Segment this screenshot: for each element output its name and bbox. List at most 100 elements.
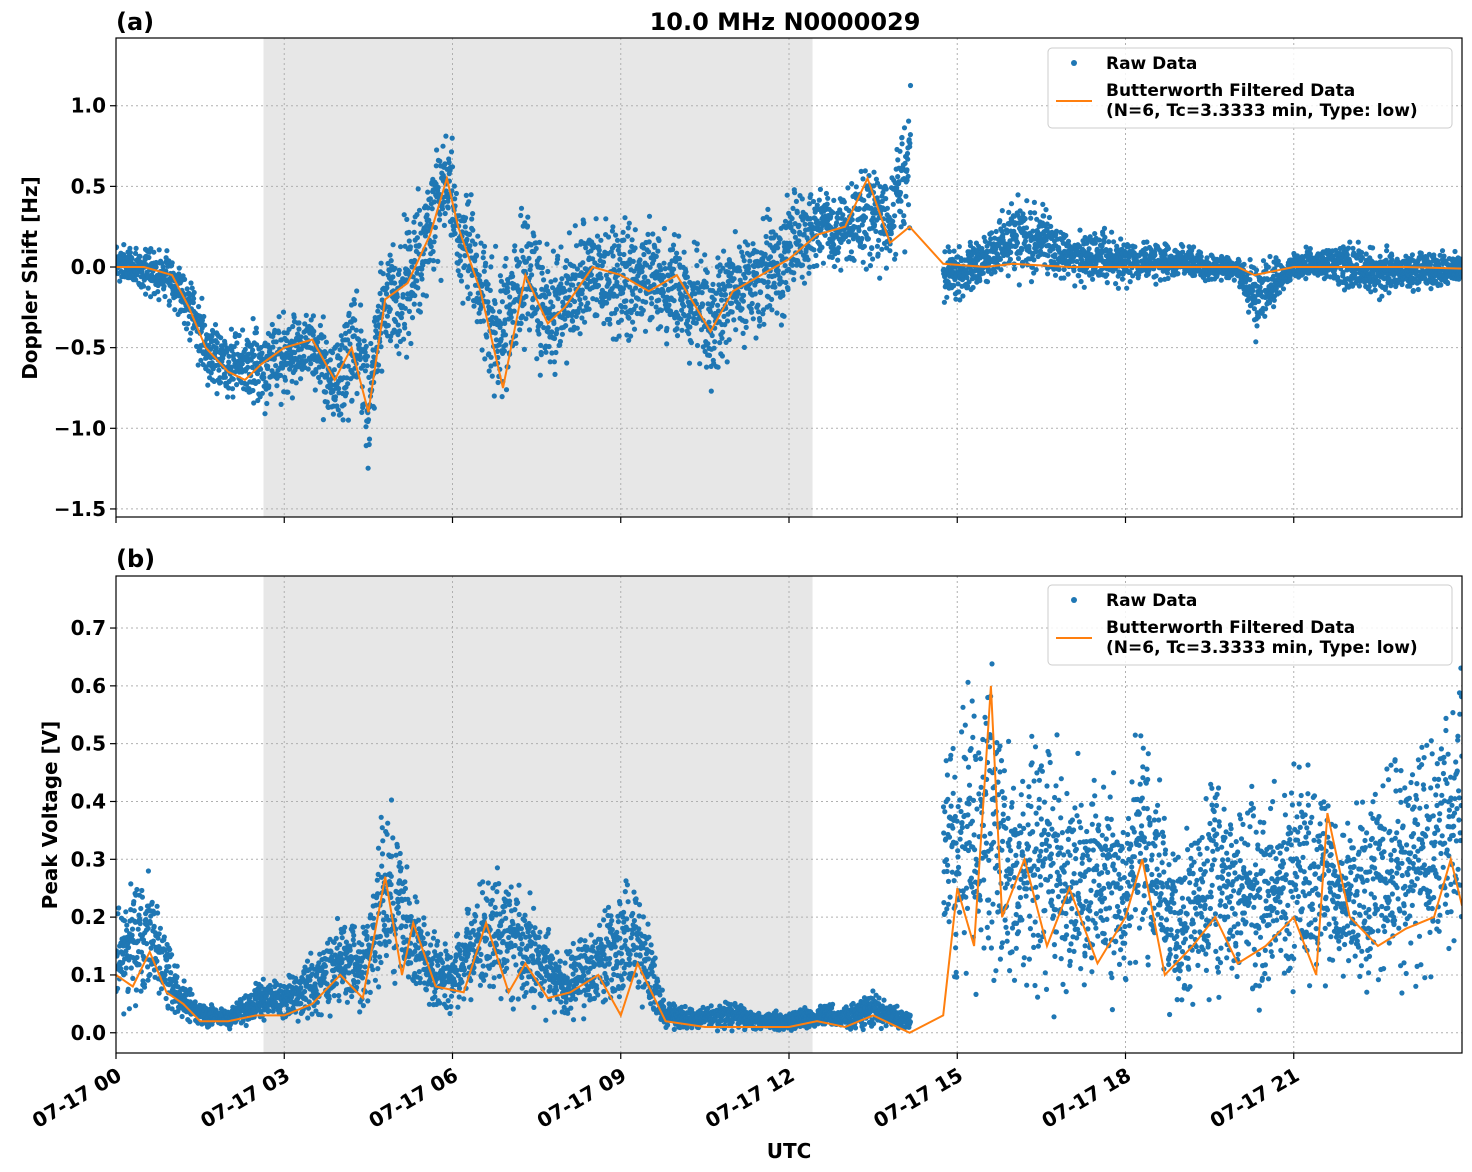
raw-data-point: [1277, 290, 1283, 296]
raw-data-point: [785, 286, 791, 293]
raw-data-point: [445, 205, 451, 211]
raw-data-point: [525, 214, 531, 220]
raw-data-point: [303, 312, 309, 318]
raw-data-point: [169, 260, 175, 266]
raw-data-point: [607, 321, 613, 327]
raw-data-point: [758, 262, 765, 268]
raw-data-point: [481, 243, 488, 249]
raw-data-point: [626, 315, 632, 321]
raw-data-point: [464, 236, 470, 242]
raw-data-point: [466, 199, 472, 205]
raw-data-point: [354, 390, 360, 397]
raw-data-point: [1072, 283, 1078, 289]
raw-data-point: [742, 275, 748, 281]
raw-data-point: [1370, 245, 1376, 251]
raw-data-point: [484, 334, 490, 340]
raw-data-point: [283, 337, 290, 344]
raw-data-point: [582, 295, 588, 301]
raw-data-point: [298, 334, 304, 340]
raw-data-point: [345, 417, 351, 423]
raw-data-point: [1007, 256, 1014, 262]
raw-data-point: [941, 299, 948, 305]
raw-data-point: [362, 368, 368, 374]
raw-data-point: [1347, 239, 1353, 245]
raw-data-point: [296, 320, 302, 326]
raw-data-point: [871, 183, 877, 189]
raw-data-point: [803, 247, 809, 253]
raw-data-point: [394, 343, 400, 349]
raw-data-point: [828, 213, 834, 220]
raw-data-point: [620, 229, 626, 235]
raw-data-point: [740, 330, 746, 336]
raw-data-point: [298, 376, 304, 382]
raw-data-point: [674, 326, 680, 332]
raw-data-point: [187, 337, 193, 343]
raw-data-point: [1386, 290, 1392, 296]
raw-data-point: [462, 253, 468, 259]
raw-data-point: [217, 379, 224, 386]
raw-data-point: [378, 344, 384, 350]
raw-data-point: [499, 299, 505, 305]
raw-data-point: [1081, 284, 1087, 290]
raw-data-point: [1247, 277, 1253, 283]
raw-data-point: [729, 309, 735, 315]
raw-data-point: [398, 244, 404, 250]
raw-data-point: [760, 311, 766, 317]
raw-data-point: [755, 309, 762, 315]
raw-data-point: [491, 393, 497, 399]
raw-data-point: [214, 391, 220, 397]
raw-data-point: [357, 356, 363, 362]
raw-data-point: [834, 220, 840, 226]
raw-data-point: [426, 217, 432, 223]
raw-data-point: [1101, 239, 1107, 245]
raw-data-point: [400, 292, 406, 298]
raw-data-point: [700, 302, 706, 308]
raw-data-point: [898, 224, 904, 230]
raw-data-point: [411, 301, 417, 307]
raw-data-point: [716, 282, 722, 288]
raw-data-point: [519, 313, 525, 319]
raw-data-point: [620, 286, 627, 292]
raw-data-point: [1372, 287, 1378, 293]
raw-data-point: [569, 318, 576, 324]
raw-data-point: [1052, 252, 1058, 258]
raw-data-point: [883, 186, 889, 192]
raw-data-point: [554, 326, 560, 332]
raw-data-point: [763, 265, 769, 271]
raw-data-point: [310, 313, 316, 319]
raw-data-point: [674, 320, 681, 326]
raw-data-point: [155, 289, 161, 295]
raw-data-point: [765, 206, 771, 212]
raw-data-point: [666, 273, 672, 279]
raw-data-point: [345, 381, 351, 387]
raw-data-point: [671, 266, 677, 272]
raw-data-point: [330, 411, 336, 417]
raw-data-point: [721, 248, 727, 254]
raw-data-point: [365, 465, 371, 471]
raw-data-point: [552, 277, 558, 283]
raw-data-point: [1124, 285, 1130, 291]
raw-data-point: [715, 364, 721, 370]
raw-data-point: [485, 299, 491, 305]
raw-data-point: [317, 322, 323, 329]
raw-data-point: [251, 352, 258, 358]
raw-data-point: [691, 315, 697, 321]
raw-data-point: [550, 285, 556, 291]
raw-data-point: [736, 244, 743, 250]
raw-data-point: [901, 213, 907, 219]
raw-data-point: [312, 387, 318, 393]
raw-data-point: [899, 141, 905, 147]
raw-data-point: [240, 327, 246, 333]
raw-data-point: [401, 212, 407, 218]
raw-data-point: [705, 341, 711, 347]
raw-data-point: [645, 279, 651, 285]
raw-data-point: [121, 242, 127, 248]
raw-data-point: [253, 325, 259, 331]
raw-data-point: [603, 216, 609, 222]
raw-data-point: [523, 316, 529, 322]
raw-data-point: [686, 314, 692, 320]
raw-data-point: [440, 143, 446, 149]
raw-data-point: [694, 263, 700, 269]
raw-data-point: [567, 302, 573, 308]
raw-data-point: [1363, 251, 1369, 257]
